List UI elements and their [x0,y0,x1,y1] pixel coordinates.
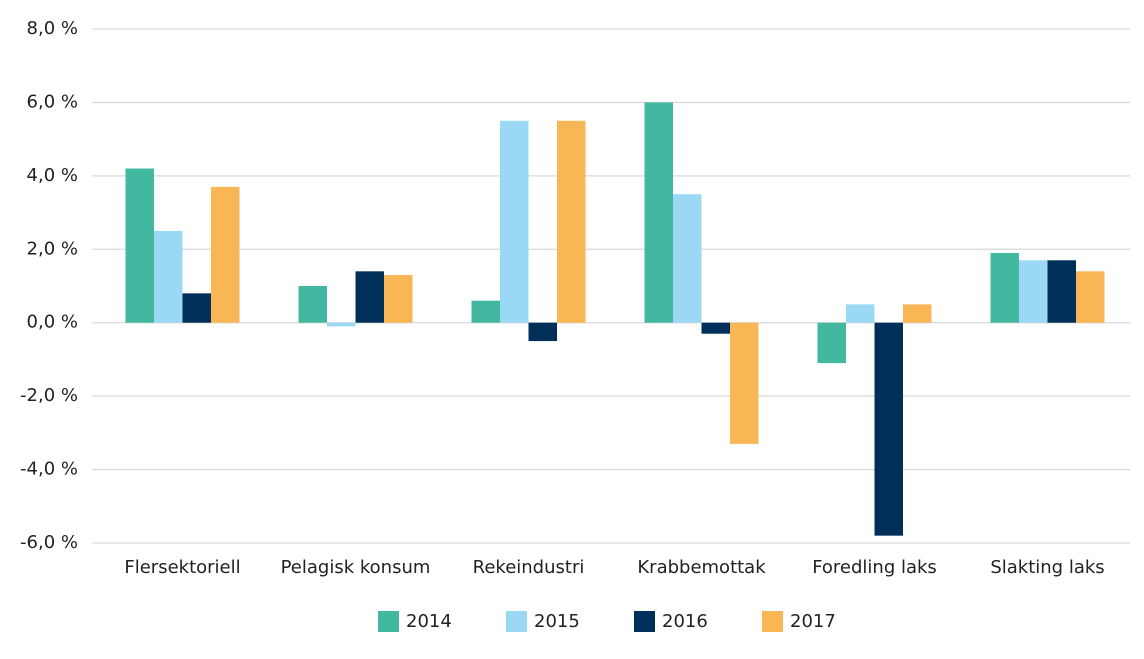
bar [327,322,356,327]
bar [1076,271,1105,323]
legend-swatch [506,611,527,632]
bar [182,293,211,323]
bar [154,230,183,323]
bar [730,322,759,444]
bar [211,186,240,323]
x-tick-label: Foredling laks [812,557,937,578]
bar [298,286,327,323]
legend-label: 2016 [662,611,708,632]
y-tick-label: 0,0 % [27,312,78,333]
bar [874,322,903,536]
bar [817,322,846,364]
bar [528,322,557,342]
legend-label: 2015 [534,611,580,632]
bar [355,271,384,323]
y-tick-label: 6,0 % [27,91,78,112]
bar [846,304,875,323]
bar [500,120,529,323]
bar [557,120,586,323]
bar [644,102,673,323]
legend-swatch [634,611,655,632]
y-tick-label: 4,0 % [27,165,78,186]
y-tick-label: -4,0 % [20,459,78,480]
bar [673,194,702,323]
legend-swatch [378,611,399,632]
y-tick-label: 8,0 % [27,18,78,39]
bar [701,322,730,334]
x-tick-label: Slakting laks [990,557,1105,578]
bar [1047,260,1076,323]
bar [471,300,500,323]
bar [903,304,932,323]
legend-label: 2014 [406,611,452,632]
bar [384,274,413,323]
y-tick-label: -2,0 % [20,385,78,406]
bar [125,168,154,323]
legend-swatch [762,611,783,632]
y-tick-label: 2,0 % [27,238,78,259]
legend-label: 2017 [790,611,836,632]
x-tick-label: Pelagisk konsum [280,557,431,578]
x-tick-label: Krabbemottak [637,557,766,578]
x-tick-label: Flersektoriell [124,557,241,578]
x-tick-label: Rekeindustri [472,557,585,578]
bar [1019,260,1048,323]
y-tick-label: -6,0 % [20,532,78,553]
bar [990,252,1019,323]
